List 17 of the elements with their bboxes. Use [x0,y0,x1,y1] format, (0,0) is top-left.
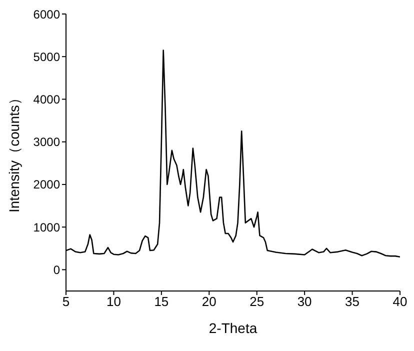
y-tick-label: 0 [53,262,60,277]
x-tick-label: 5 [62,294,70,310]
x-tick-label: 25 [250,294,264,310]
y-tick-label: 1000 [33,220,60,234]
x-axis-title: 2-Theta [208,320,258,336]
y-axis-title: Intensity（counts） [6,91,22,212]
y-tick-label: 5000 [33,50,60,64]
x-tick-label: 20 [202,294,216,310]
y-tick-label: 6000 [33,7,60,22]
x-tick-label: 15 [154,294,169,310]
y-tick-label: 2000 [33,178,60,192]
y-tick-label: 3000 [33,135,60,150]
x-tick-label: 35 [345,294,360,310]
x-tick-label: 40 [392,294,408,310]
x-tick-label: 30 [297,294,312,310]
y-tick-label: 4000 [33,92,60,106]
x-tick-label: 10 [106,294,121,310]
